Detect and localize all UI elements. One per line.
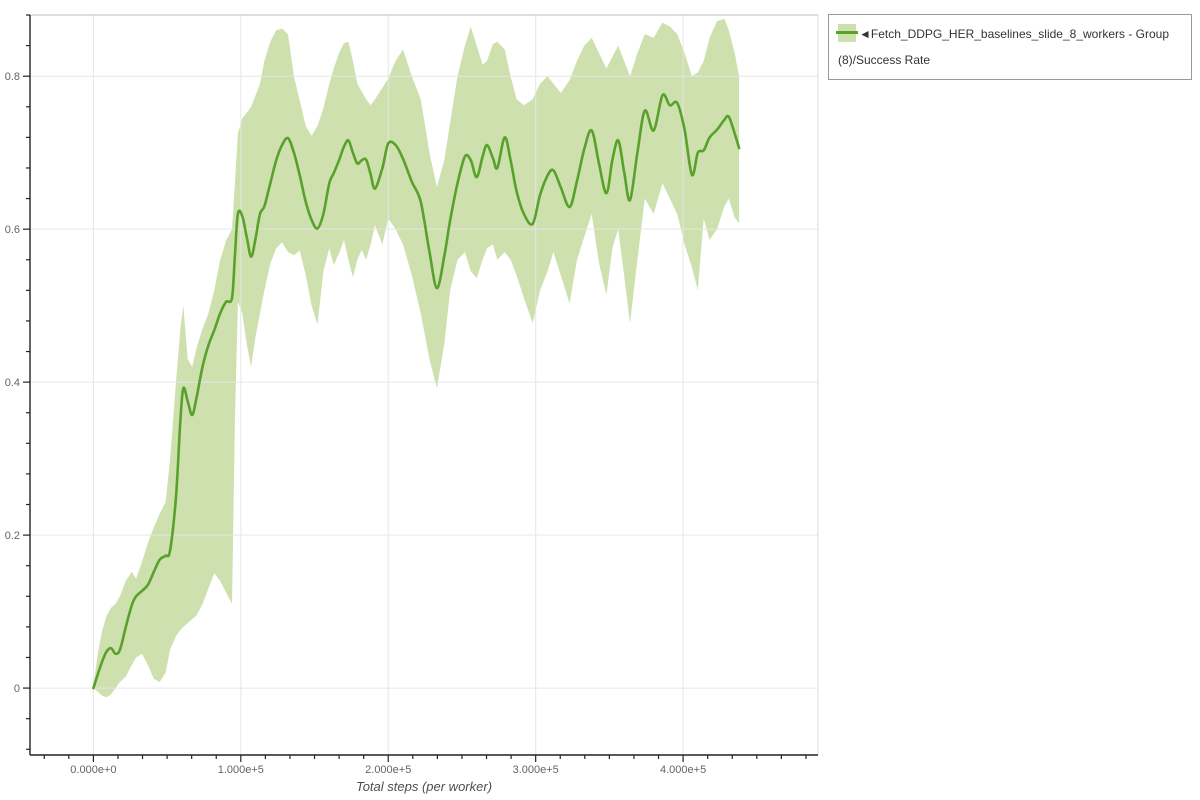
legend-swatch-icon [836,24,858,42]
series-line [92,93,741,690]
legend-swatch-line-icon [836,31,858,34]
y-tick-label: 0.2 [5,530,20,542]
legend: ◄Fetch_DDPG_HER_baselines_slide_8_worker… [828,14,1192,80]
plot-area[interactable] [30,15,818,755]
x-tick-label: 2.000e+5 [365,764,411,776]
x-axis-title: Total steps (per worker) [355,779,493,794]
y-tick-label: 0.6 [5,224,20,236]
legend-item[interactable]: ◄Fetch_DDPG_HER_baselines_slide_8_worker… [836,21,1182,73]
x-tick-label: 0.000e+0 [70,764,116,776]
y-tick-label: 0.4 [5,377,20,389]
x-tick-label: 1.000e+5 [218,764,264,776]
x-tick-label: 3.000e+5 [513,764,559,776]
confidence-band [93,18,740,698]
legend-label: ◄Fetch_DDPG_HER_baselines_slide_8_worker… [838,27,1170,67]
x-tick-label: 4.000e+5 [660,764,706,776]
y-tick-label: 0.8 [5,71,20,83]
y-tick-label: 0 [14,683,20,695]
